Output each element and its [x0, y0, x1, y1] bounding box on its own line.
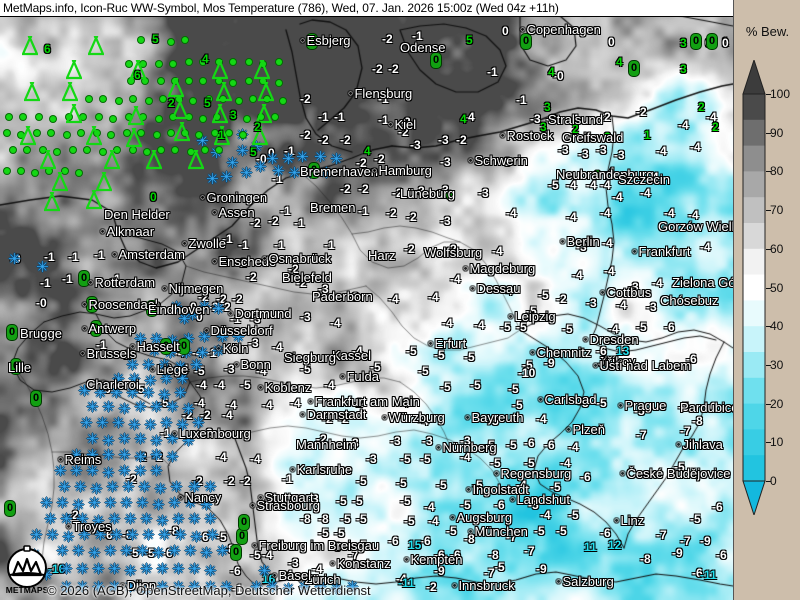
- legend-tick-60: 60: [766, 242, 783, 256]
- map-area[interactable]: ○Esbjerg Odense ○Copenhagen ○Flensburg ○Kiel…: [0, 0, 733, 600]
- legend-tick-mark: [766, 481, 771, 482]
- map-raster-canvas[interactable]: [0, 0, 733, 600]
- legend-tick-mark: [766, 287, 771, 289]
- legend-tick-80: 80: [766, 164, 783, 178]
- shower-intensity-value: 2: [254, 120, 261, 134]
- shower-intensity-value: 0: [150, 190, 157, 204]
- shower-intensity-value: 4: [202, 52, 209, 66]
- shower-intensity-value: 5: [152, 32, 159, 46]
- shower-intensity-value: 3: [230, 108, 237, 122]
- legend-tick-30: 30: [766, 358, 783, 372]
- map-title-bar: MetMaps.info, Icon-Ruc WW-Symbol, Mos Te…: [0, 0, 733, 17]
- shower-intensity-value: 3: [680, 36, 687, 50]
- legend-tick-labels: 100 90 80 70 60 50 40 30 20 10 0: [766, 60, 800, 515]
- shower-intensity-value: 4: [616, 55, 623, 69]
- shower-intensity-value: 2: [604, 130, 611, 144]
- legend-tick-mark: [766, 248, 771, 250]
- shower-intensity-value: 3: [680, 62, 687, 76]
- legend-tick-0: 0: [766, 474, 777, 488]
- legend-tick-mark: [766, 403, 771, 405]
- shower-intensity-value: 5: [250, 145, 257, 159]
- legend-tick-mark: [766, 442, 771, 444]
- shower-intensity-value: 6: [134, 68, 141, 82]
- legend-title: % Bew.: [745, 24, 790, 39]
- shower-intensity-value: 5: [204, 96, 211, 110]
- legend-colorbar-svg: [742, 58, 766, 517]
- legend-tick-20: 20: [766, 397, 783, 411]
- legend-tick-70: 70: [766, 203, 783, 217]
- shower-intensity-value: 3: [540, 120, 547, 134]
- shower-intensity-value: 2: [168, 96, 175, 110]
- metmaps-logo-text: METMAPS: [6, 585, 49, 595]
- shower-intensity-value: 1: [218, 128, 225, 142]
- legend-tick-mark: [766, 326, 771, 328]
- attribution-text: © 2026 (AGB), OpenStreetMap, Deutscher W…: [47, 583, 371, 598]
- legend-colorbar[interactable]: [742, 58, 766, 517]
- legend-tick-mark: [766, 171, 771, 173]
- metmaps-logo-icon: METMAPS: [6, 545, 49, 595]
- shower-intensity-value: 4: [548, 65, 555, 79]
- shower-intensity-value: 2: [572, 122, 579, 136]
- legend-panel: % Bew. 100 90 80 70 60 50 40 30 20 10 0: [733, 0, 800, 600]
- shower-intensity-value: 6: [44, 42, 51, 56]
- shower-intensity-value: 2: [698, 100, 705, 114]
- legend-tick-mark: [766, 210, 771, 212]
- shower-intensity-value: 5: [466, 33, 473, 47]
- shower-intensity-value: 2: [712, 120, 719, 134]
- legend-tick-40: 40: [766, 319, 783, 333]
- shower-intensity-value: 0: [594, 168, 601, 182]
- shower-intensity-value: 4: [364, 144, 371, 158]
- metmaps-logo[interactable]: METMAPS: [4, 544, 50, 596]
- legend-tick-10: 10: [766, 435, 783, 449]
- shower-intensity-value: 0: [446, 188, 453, 202]
- legend-tick-50: 50: [766, 281, 783, 295]
- legend-tick-mark: [766, 364, 771, 366]
- shower-intensity-value: 1: [644, 128, 651, 142]
- legend-tick-mark: [766, 94, 771, 95]
- legend-tick-100: 100: [766, 87, 790, 101]
- legend-tick-mark: [766, 132, 771, 134]
- shower-intensity-value: 4: [460, 112, 467, 126]
- legend-tick-90: 90: [766, 126, 783, 140]
- shower-intensity-value: 3: [544, 100, 551, 114]
